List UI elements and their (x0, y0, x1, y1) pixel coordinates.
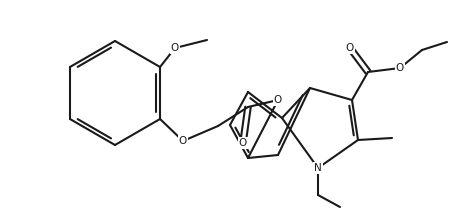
Text: N: N (313, 163, 321, 173)
Text: O: O (345, 43, 353, 53)
Text: O: O (170, 43, 179, 53)
Text: O: O (395, 63, 403, 73)
Text: O: O (238, 138, 246, 148)
Text: O: O (179, 136, 187, 146)
Text: O: O (273, 95, 281, 105)
